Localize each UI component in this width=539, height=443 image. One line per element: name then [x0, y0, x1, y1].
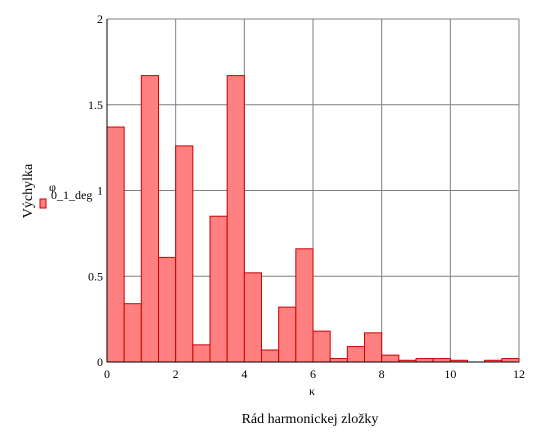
bars [106, 75, 520, 363]
bar [243, 272, 262, 363]
bar [295, 248, 314, 363]
x-tick-label: 12 [513, 367, 525, 381]
bar [432, 358, 451, 363]
bar [158, 256, 177, 363]
bar [381, 354, 400, 363]
legend-symbol: φ [49, 180, 56, 194]
bar [501, 358, 520, 363]
x-tick-label: 10 [444, 367, 456, 381]
bar [175, 145, 194, 363]
x-axis-label: Rád harmonickej zložky [242, 412, 379, 427]
x-tick-label: 6 [310, 367, 316, 381]
bar [278, 306, 297, 363]
legend-swatch [39, 198, 47, 209]
y-tick-label: 0 [97, 355, 103, 369]
legend-series-name: 0_1_deg [51, 188, 92, 202]
axes [106, 19, 519, 363]
bar [192, 344, 211, 363]
y-tick-label: 0.5 [88, 269, 103, 283]
y-tick-label: 1 [97, 184, 103, 198]
bar [415, 358, 434, 363]
bar [123, 303, 142, 363]
x-tick-label: 4 [241, 367, 247, 381]
bar [226, 75, 245, 363]
y-axis-label: Výchylka [21, 163, 36, 218]
bar [140, 75, 159, 363]
bar [364, 332, 383, 363]
x-tick-label: 8 [379, 367, 385, 381]
x-tick-label: 2 [173, 367, 179, 381]
bar [346, 346, 366, 363]
y-tick-label: 2 [97, 12, 103, 26]
y-tick-label: 1.5 [88, 98, 103, 112]
tick-labels: 0 2 4 6 8 10 12 0 0.5 1 1.5 2 [88, 12, 525, 381]
bar [312, 330, 331, 363]
legend: φ 0_1_deg [39, 180, 92, 209]
bar [106, 126, 125, 363]
x-tick-label: 0 [104, 367, 110, 381]
bar [261, 349, 280, 363]
bar [329, 358, 348, 363]
bar [209, 215, 228, 363]
x-variable-label: κ [309, 384, 315, 398]
